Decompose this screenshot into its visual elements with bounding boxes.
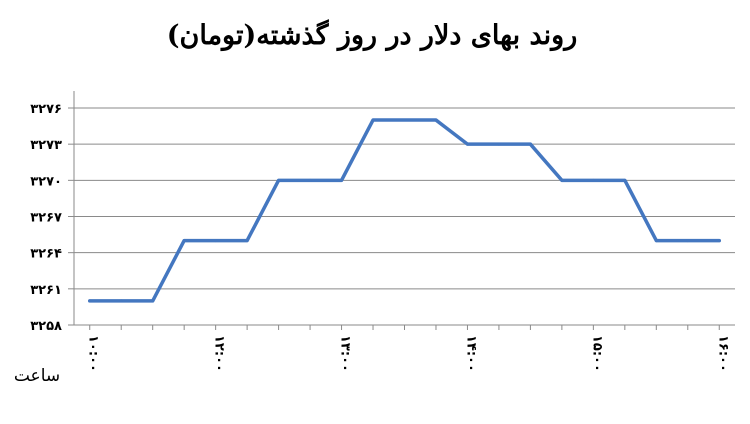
data-point (686, 239, 690, 243)
series-group (87, 118, 722, 303)
series-line (87, 118, 722, 303)
data-point (151, 299, 155, 303)
chart-title: روند بهای دلار در روز گذشته(تومان) (167, 19, 578, 52)
y-tick-label: ۳۲۶۱ (30, 283, 62, 298)
x-axis-ticks: ۱۰:۰۰ ۱۲:۰۰ ۱۳:۰۰ ۱۴:۰۰ ۱۵:۰۰ ۱۶:۰۰ (86, 325, 730, 372)
y-tick-label: ۳۲۷۳ (30, 138, 62, 153)
data-point (214, 239, 218, 243)
x-tick-label: ۱۰:۰۰ (86, 335, 101, 372)
data-point (119, 299, 123, 303)
gridlines (74, 107, 735, 290)
data-point (308, 178, 312, 182)
x-tick-label: ۱۵:۰۰ (589, 335, 604, 372)
data-point (717, 239, 721, 243)
x-tick-label: ۱۴:۰۰ (463, 335, 478, 372)
data-point (245, 239, 249, 243)
data-point (340, 178, 344, 182)
y-tick-label: ۳۲۵۸ (30, 319, 62, 334)
x-axis-unit-label: ساعت (14, 366, 60, 386)
y-tick-label: ۳۲۶۴ (30, 247, 62, 262)
axes (73, 91, 735, 326)
y-axis-ticks: ۳۲۵۸ ۳۲۶۱ ۳۲۶۴ ۳۲۶۷ ۳۲۷۰ ۳۲۷۳ ۳۲۷۶ (30, 102, 74, 334)
data-point (434, 118, 438, 122)
data-point (403, 118, 406, 122)
data-point (591, 178, 595, 182)
x-tick-label: ۱۶:۰۰ (715, 335, 730, 372)
data-point (277, 178, 281, 182)
data-point (528, 142, 532, 146)
data-point (623, 178, 627, 182)
y-tick-label: ۳۲۶۷ (30, 211, 62, 226)
x-tick-label: ۱۲:۰۰ (212, 335, 227, 372)
data-point (465, 142, 469, 146)
data-point (497, 142, 501, 146)
data-point (654, 239, 658, 243)
data-point (560, 178, 564, 182)
x-tick-label: ۱۳:۰۰ (338, 335, 353, 372)
data-point (371, 118, 375, 122)
y-tick-label: ۳۲۷۰ (30, 174, 62, 189)
y-tick-label: ۳۲۷۶ (30, 102, 62, 117)
data-point (88, 299, 92, 303)
data-point (182, 239, 186, 243)
